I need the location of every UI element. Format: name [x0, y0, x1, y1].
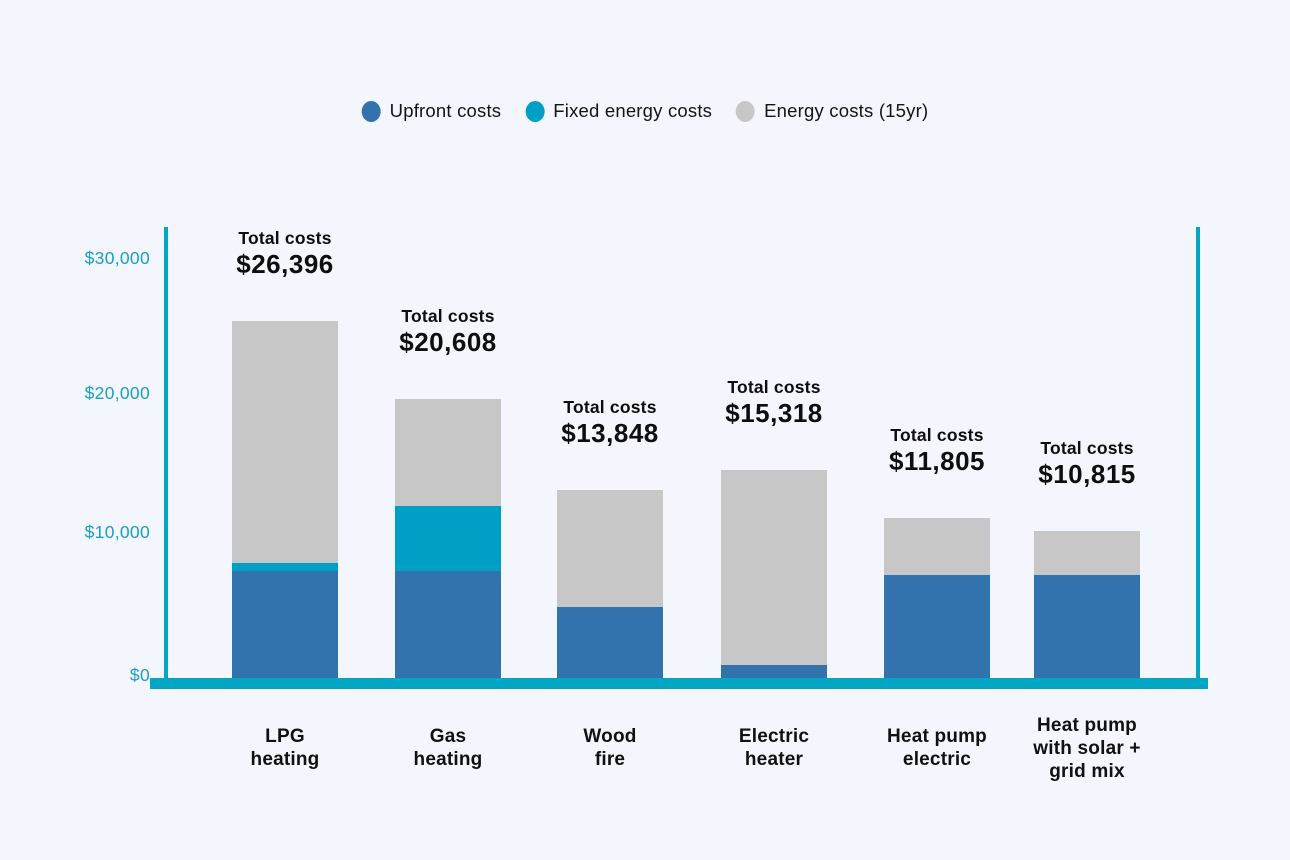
- bar-heat-pump-with-solar-grid-mix[interactable]: [1034, 531, 1140, 678]
- y-axis-line-left: [164, 227, 168, 678]
- legend-label: Energy costs (15yr): [764, 100, 929, 121]
- legend-dot-icon: [525, 100, 545, 122]
- bar-segment-energy-costs-15yr-[interactable]: [557, 490, 663, 607]
- total-costs-value: $15,318: [725, 398, 823, 428]
- bar-segment-energy-costs-15yr-[interactable]: [884, 518, 990, 575]
- x-axis-category-label: Wood fire: [583, 726, 637, 770]
- bar-segment-fixed-energy-costs[interactable]: [395, 506, 501, 571]
- bar-segment-energy-costs-15yr-[interactable]: [721, 470, 827, 665]
- total-costs-annotation: Total costs $13,848: [515, 395, 705, 448]
- x-axis-category-label: Gas heating: [413, 726, 483, 770]
- x-axis-baseline: [150, 678, 1208, 689]
- bar-segment-upfront-costs[interactable]: [232, 571, 338, 678]
- total-costs-value: $13,848: [561, 418, 659, 448]
- total-costs-annotation: Total costs $20,608: [353, 304, 543, 357]
- y-tick-0: $0: [129, 665, 150, 685]
- total-costs-label: Total costs: [563, 397, 657, 417]
- legend-dot-icon: [736, 100, 756, 122]
- total-costs-label: Total costs: [727, 377, 821, 397]
- legend-item-upfront-costs: Upfront costs: [361, 100, 502, 122]
- bar-segment-energy-costs-15yr-[interactable]: [232, 321, 338, 563]
- bar-electric-heater[interactable]: [721, 470, 827, 678]
- bar-segment-upfront-costs[interactable]: [721, 665, 827, 678]
- y-tick-30000: $30,000: [84, 248, 150, 268]
- total-costs-annotation: Total costs $26,396: [190, 226, 380, 279]
- total-costs-label: Total costs: [238, 228, 332, 248]
- x-axis-category-label: Heat pump with solar + grid mix: [1033, 714, 1141, 782]
- bar-segment-upfront-costs[interactable]: [884, 575, 990, 678]
- x-axis-category-label: LPG heating: [250, 726, 320, 770]
- total-costs-value: $20,608: [399, 327, 497, 357]
- legend-item-fixed-energy-costs: Fixed energy costs: [525, 100, 712, 122]
- legend: Upfront costs Fixed energy costs Energy …: [361, 100, 929, 122]
- total-costs-annotation: Total costs $11,805: [842, 423, 1032, 476]
- total-costs-label: Total costs: [1040, 438, 1134, 458]
- legend-item-energy-costs-15yr: Energy costs (15yr): [736, 100, 928, 122]
- legend-dot-icon: [361, 100, 381, 122]
- bar-segment-energy-costs-15yr-[interactable]: [1034, 531, 1140, 575]
- total-costs-label: Total costs: [401, 306, 495, 326]
- bar-segment-energy-costs-15yr-[interactable]: [395, 399, 501, 506]
- total-costs-value: $11,805: [888, 446, 986, 476]
- total-costs-annotation: Total costs $10,815: [992, 436, 1182, 489]
- legend-label: Fixed energy costs: [553, 100, 713, 121]
- bar-gas-heating[interactable]: [395, 399, 501, 678]
- bar-segment-upfront-costs[interactable]: [1034, 575, 1140, 678]
- bar-wood-fire[interactable]: [557, 490, 663, 678]
- bar-lpg-heating[interactable]: [232, 321, 338, 678]
- bar-segment-upfront-costs[interactable]: [395, 571, 501, 678]
- bar-segment-upfront-costs[interactable]: [557, 607, 663, 678]
- bar-segment-fixed-energy-costs[interactable]: [232, 563, 338, 571]
- total-costs-label: Total costs: [890, 425, 984, 445]
- x-axis-category-label: Electric heater: [738, 726, 810, 770]
- y-tick-20000: $20,000: [84, 383, 150, 403]
- bar-heat-pump-electric[interactable]: [884, 518, 990, 678]
- total-costs-annotation: Total costs $15,318: [679, 375, 869, 428]
- y-axis-line-right: [1196, 227, 1200, 678]
- total-costs-value: $10,815: [1038, 459, 1136, 489]
- total-costs-value: $26,396: [236, 249, 334, 279]
- x-axis-category-label: Heat pump electric: [887, 726, 987, 770]
- y-tick-10000: $10,000: [84, 522, 150, 542]
- legend-label: Upfront costs: [389, 100, 502, 121]
